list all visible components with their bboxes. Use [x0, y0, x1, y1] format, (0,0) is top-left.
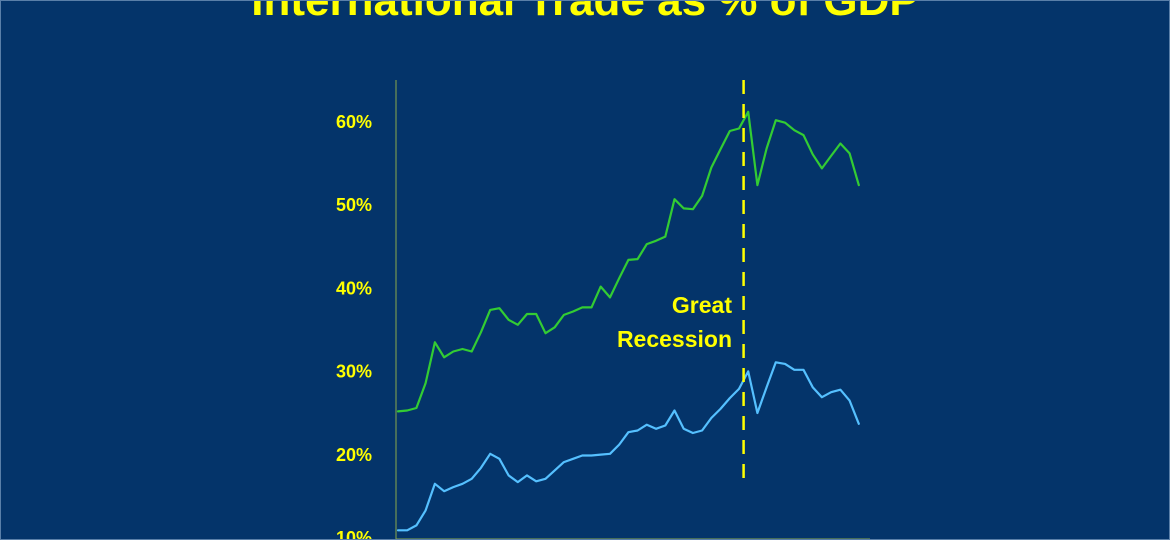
- y-tick-label: 30%: [336, 362, 372, 382]
- y-tick-label: 20%: [336, 445, 372, 465]
- y-tick-label: 10%: [336, 528, 372, 540]
- series-line-2: [396, 361, 860, 532]
- annotation-label: Recession: [617, 326, 732, 352]
- series-line-1: [396, 110, 860, 413]
- chart-series: [396, 110, 860, 532]
- y-tick-labels: 10% 20% 30% 40% 50% 60%: [336, 112, 372, 540]
- chart-axes: [395, 80, 870, 540]
- chart-title: International Trade as % of GDP: [251, 0, 919, 25]
- y-tick-label: 40%: [336, 278, 372, 298]
- y-tick-label: 50%: [336, 195, 372, 215]
- chart-annotation: Great Recession: [617, 80, 745, 488]
- y-tick-label: 60%: [336, 112, 372, 132]
- annotation-label: Great: [672, 292, 732, 318]
